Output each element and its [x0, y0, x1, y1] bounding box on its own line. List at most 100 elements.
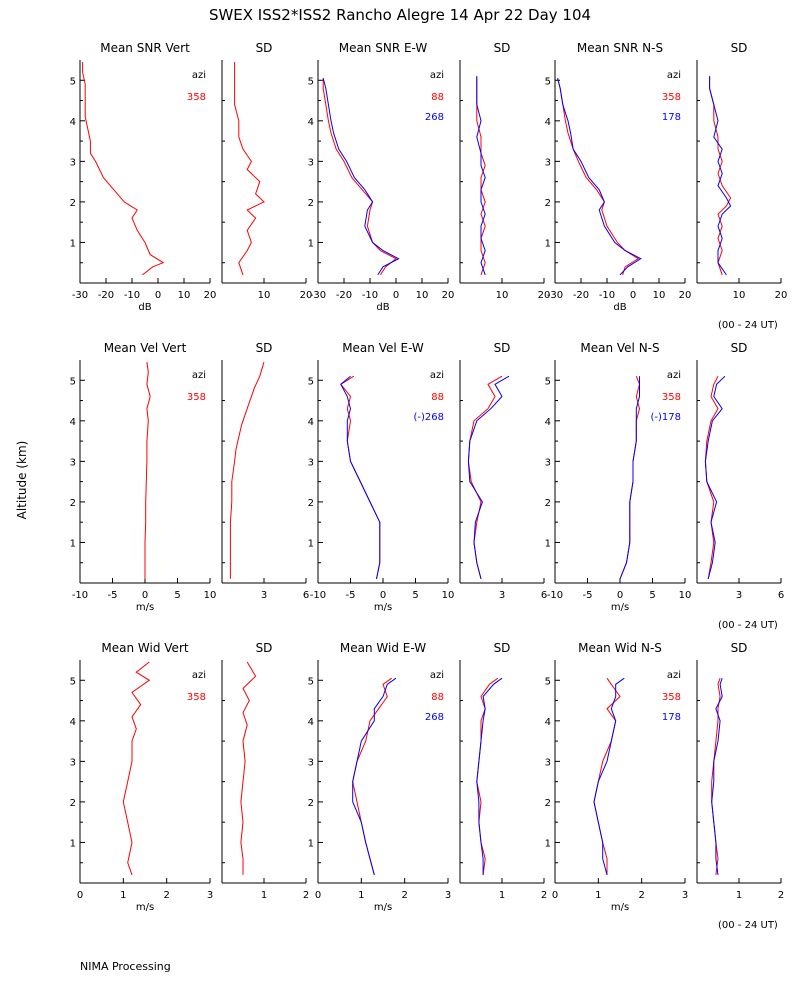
- x-axis-label: dB: [138, 302, 151, 313]
- x-tick-label: 0: [142, 590, 148, 601]
- panel-vel-ns: Mean Vel N-S 1 2 3 4 5 -10 -5 0 5 10 m/s azi 358 (-)17…: [545, 341, 692, 613]
- series-line-red: [82, 62, 165, 276]
- y-tick-label: 5: [70, 376, 76, 387]
- series-line-red: [476, 677, 499, 875]
- ut-note-row-3: (00 - 24 UT): [718, 920, 778, 931]
- panel-title: SD: [256, 41, 273, 55]
- series-line-blue: [352, 677, 397, 876]
- legend-heading: azi: [192, 670, 206, 681]
- x-tick-label: 20: [538, 290, 551, 301]
- panel-vel-ns-sd: SD 3 6: [696, 341, 784, 601]
- y-tick-label: 4: [70, 417, 76, 428]
- y-tick-label: 2: [70, 198, 76, 209]
- x-tick-label: 10: [653, 290, 666, 301]
- x-tick-label: 20: [204, 290, 217, 301]
- legend-heading: azi: [430, 370, 444, 381]
- y-tick-label: 2: [308, 198, 314, 209]
- series-line-red: [340, 375, 381, 579]
- panel-snr-ew-sd: SD 10 20: [459, 41, 551, 301]
- x-axis-label: dB: [376, 302, 389, 313]
- x-tick-label: -10: [547, 590, 563, 601]
- panel-wid-vert: Mean Wid Vert 1 2 3 4 5 0 1 2 3 m/s azi 358: [70, 641, 214, 913]
- y-tick-label: 1: [545, 838, 551, 849]
- legend-heading: azi: [430, 670, 444, 681]
- series-line-blue: [476, 677, 503, 875]
- legend-label-red: 358: [662, 92, 681, 103]
- x-tick-label: 0: [552, 890, 558, 901]
- x-tick-label: 0: [630, 290, 636, 301]
- panel-wid-ns-sd: SD 1 2: [696, 641, 784, 901]
- y-tick-label: 3: [545, 457, 551, 468]
- x-tick-label: 20: [679, 290, 692, 301]
- panel-title: Mean SNR Vert: [100, 41, 190, 55]
- y-tick-label: 2: [70, 798, 76, 809]
- panel-vel-ew-sd: SD 3 6: [459, 341, 547, 601]
- x-tick-label: 10: [733, 290, 746, 301]
- y-tick-label: 4: [308, 417, 314, 428]
- x-tick-label: 5: [649, 590, 655, 601]
- x-tick-label: -10: [124, 290, 140, 301]
- panel-title: Mean Wid Vert: [101, 641, 188, 655]
- y-tick-label: 5: [308, 676, 314, 687]
- x-tick-label: -20: [336, 290, 352, 301]
- legend-heading: azi: [667, 70, 681, 81]
- x-tick-label: 6: [778, 590, 784, 601]
- x-tick-label: 0: [617, 590, 623, 601]
- x-tick-label: 2: [401, 890, 407, 901]
- series-line-red: [704, 375, 719, 579]
- legend-label-red: 88: [431, 92, 444, 103]
- y-tick-label: 3: [545, 157, 551, 168]
- panel-title: SD: [256, 641, 273, 655]
- panel-title: Mean Wid E-W: [340, 641, 426, 655]
- series-line-red: [476, 76, 486, 276]
- x-tick-label: 1: [736, 890, 742, 901]
- x-tick-label: 10: [258, 290, 271, 301]
- legend-label-red: 88: [431, 692, 444, 703]
- x-tick-label: 20: [442, 290, 455, 301]
- x-tick-label: 10: [178, 290, 191, 301]
- y-tick-label: 4: [545, 717, 551, 728]
- panel-snr-vert-sd: SD 10 20: [221, 41, 312, 301]
- y-tick-label: 1: [545, 238, 551, 249]
- panel-snr-ns-sd: SD 10 20: [696, 41, 787, 301]
- y-tick-label: 2: [308, 498, 314, 509]
- ut-note-row-1: (00 - 24 UT): [718, 320, 778, 331]
- legend-label-blue: (-)178: [651, 412, 682, 423]
- panel-title: Mean Vel N-S: [580, 341, 659, 355]
- panel-wid-vert-sd: SD 1 2: [221, 641, 309, 901]
- panel-title: SD: [731, 41, 748, 55]
- y-tick-label: 1: [70, 238, 76, 249]
- legend-heading: azi: [192, 70, 206, 81]
- panel-title: SD: [494, 341, 511, 355]
- x-tick-label: 1: [358, 890, 364, 901]
- legend-label-red: 358: [662, 692, 681, 703]
- y-tick-label: 1: [308, 838, 314, 849]
- legend-label-red: 358: [187, 392, 206, 403]
- y-tick-label: 3: [545, 757, 551, 768]
- x-tick-label: 3: [736, 590, 742, 601]
- y-tick-label: 4: [70, 717, 76, 728]
- y-tick-label: 5: [545, 76, 551, 87]
- x-tick-label: 1: [120, 890, 126, 901]
- x-tick-label: -30: [72, 290, 88, 301]
- y-tick-label: 1: [545, 538, 551, 549]
- legend-label-blue: 178: [662, 712, 681, 723]
- panel-title: Mean SNR E-W: [339, 41, 428, 55]
- y-tick-label: 5: [70, 676, 76, 687]
- x-tick-label: 10: [679, 590, 692, 601]
- y-tick-label: 4: [545, 417, 551, 428]
- x-tick-label: 2: [541, 890, 547, 901]
- panel-title: Mean Vel Vert: [104, 341, 187, 355]
- x-tick-label: -20: [98, 290, 114, 301]
- series-line-red: [593, 677, 621, 875]
- series-line-red: [709, 76, 732, 276]
- panel-wid-ew-sd: SD 1 2: [459, 641, 547, 901]
- x-tick-label: 1: [595, 890, 601, 901]
- y-tick-label: 3: [70, 757, 76, 768]
- legend-label-red: 358: [662, 392, 681, 403]
- panel-title: SD: [494, 41, 511, 55]
- x-tick-label: -10: [72, 590, 88, 601]
- y-tick-label: 4: [70, 117, 76, 128]
- panel-vel-vert-sd: SD 3 6: [221, 341, 309, 601]
- series-line-red: [557, 78, 640, 276]
